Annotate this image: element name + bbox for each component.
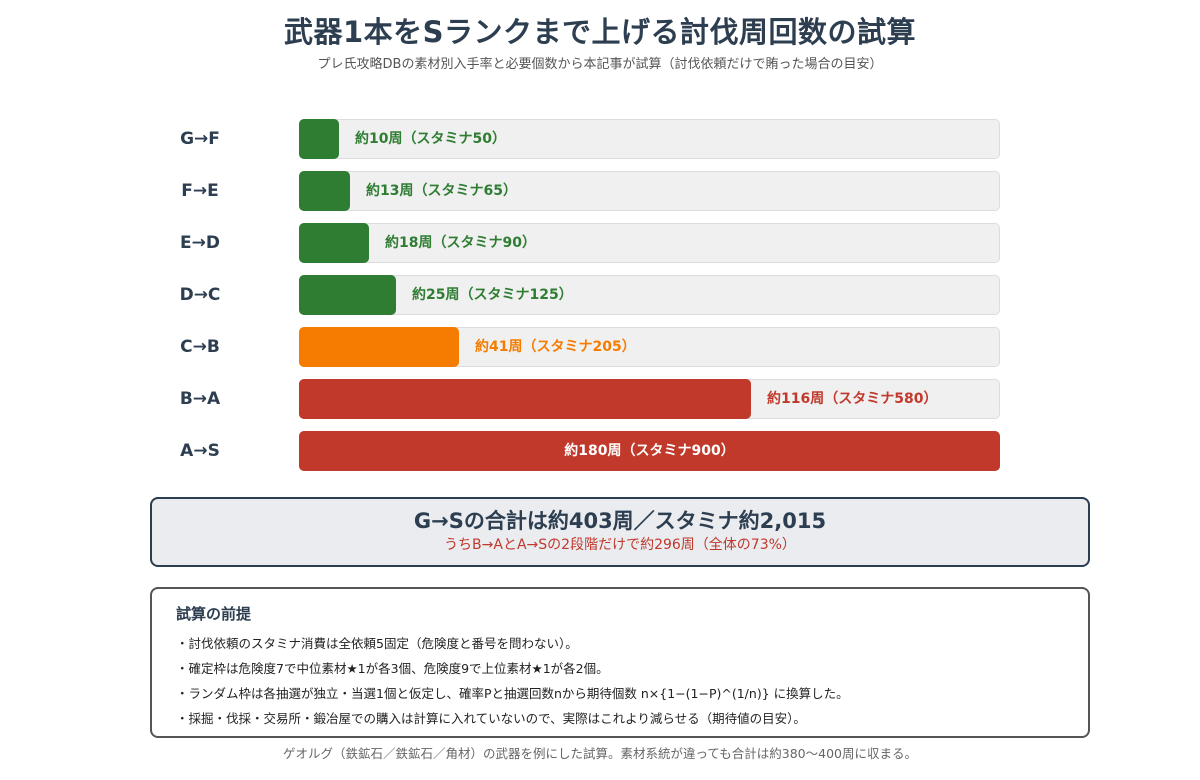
category-label: D→C: [179, 285, 221, 305]
bar: [299, 223, 369, 263]
bar-track: [299, 119, 1000, 159]
bar: [299, 379, 751, 419]
assumption-item: ・ランダム枠は各抽選が独立・当選1個と仮定し、確率Pと抽選回数nから期待個数 n…: [176, 686, 849, 701]
assumptions-title: 試算の前提: [176, 605, 252, 623]
bar: [299, 431, 1000, 471]
bar: [299, 119, 339, 159]
category-label: F→E: [181, 181, 219, 201]
assumption-item: ・討伐依頼のスタミナ消費は全依頼5固定（危険度と番号を問わない）。: [176, 636, 578, 651]
page-subtitle: プレ氏攻略DBの素材別入手率と必要個数から本記事が試算（討伐依頼だけで賄った場合…: [317, 57, 883, 72]
data-label: 約180周（スタミナ900）: [564, 443, 735, 459]
assumption-item: ・採掘・伐採・交易所・鍛冶屋での購入は計算に入れていないので、実際はこれより減ら…: [176, 711, 806, 726]
bar-track: [299, 171, 1000, 211]
category-label: B→A: [179, 389, 221, 409]
data-label: 約116周（スタミナ580）: [767, 391, 938, 407]
footer-note: ゲオルグ（鉄鉱石／鉄鉱石／角材）の武器を例にした試算。素材系統が違っても合計は約…: [283, 746, 917, 761]
bar: [299, 327, 459, 367]
page-title: 武器1本をSランクまで上げる討伐周回数の試算: [283, 15, 917, 49]
summary-total: G→Sの合計は約403周／スタミナ約2,015: [413, 509, 827, 533]
bar: [299, 275, 396, 315]
data-label: 約18周（スタミナ90）: [385, 235, 536, 251]
bar-track: [299, 275, 1000, 315]
category-label: E→D: [180, 233, 220, 253]
summary-breakdown: うちB→AとA→Sの2段階だけで約296周（全体の73%）: [444, 537, 796, 553]
data-label: 約25周（スタミナ125）: [412, 287, 573, 303]
data-label: 約10周（スタミナ50）: [355, 131, 506, 147]
category-label: A→S: [180, 441, 220, 461]
assumption-item: ・確定枠は危険度7で中位素材★1が各3個、危険度9で上位素材★1が各2個。: [176, 661, 609, 676]
data-label: 約41周（スタミナ205）: [475, 339, 636, 355]
category-label: G→F: [180, 129, 220, 149]
summary-box: G→Sの合計は約403周／スタミナ約2,015 うちB→AとA→Sの2段階だけで…: [150, 497, 1090, 567]
assumptions-box: 試算の前提 ・討伐依頼のスタミナ消費は全依頼5固定（危険度と番号を問わない）。 …: [150, 587, 1090, 738]
bar: [299, 171, 350, 211]
bar-track: [299, 223, 1000, 263]
category-label: C→B: [180, 337, 220, 357]
data-label: 約13周（スタミナ65）: [366, 183, 517, 199]
